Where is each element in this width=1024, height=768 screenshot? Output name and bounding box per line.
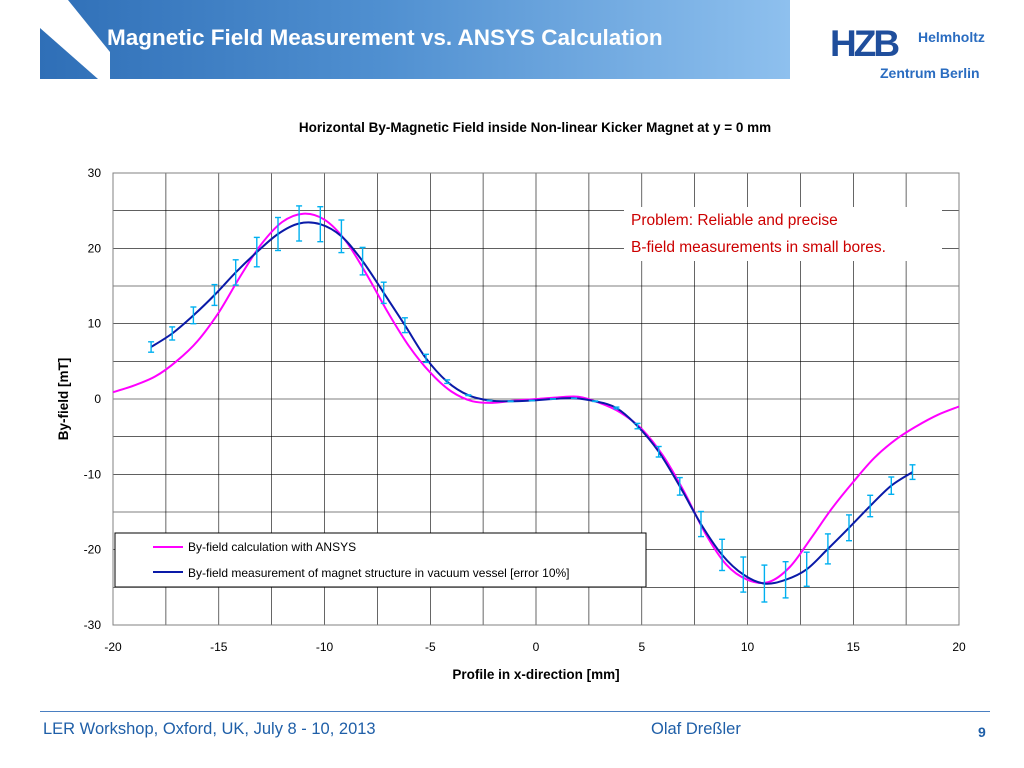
slide-title: Magnetic Field Measurement vs. ANSYS Cal…	[107, 25, 663, 50]
logo-line2: Zentrum Berlin	[880, 65, 980, 81]
error-bar	[211, 283, 218, 307]
error-bar	[655, 445, 662, 458]
x-tick-label: -10	[316, 640, 334, 654]
chart-title: Horizontal By-Magnetic Field inside Non-…	[299, 120, 771, 135]
y-tick-label: -30	[84, 618, 102, 632]
error-bar	[190, 306, 197, 325]
y-tick-label: 0	[94, 392, 101, 406]
x-tick-label: 5	[638, 640, 645, 654]
error-bar	[888, 476, 895, 495]
error-bar	[740, 556, 747, 593]
x-tick-label: -15	[210, 640, 228, 654]
x-tick-label: 0	[533, 640, 540, 654]
error-bar	[444, 379, 451, 385]
x-tick-label: -5	[425, 640, 436, 654]
y-tick-label: -20	[84, 543, 102, 557]
error-bar	[465, 394, 472, 397]
footer-author: Olaf Dreßler	[651, 720, 741, 738]
x-tick-label: 10	[741, 640, 755, 654]
footer-divider	[40, 711, 990, 712]
error-bar	[317, 205, 324, 243]
hzb-logo: HZB Helmholtz Zentrum Berlin	[830, 24, 990, 84]
error-bar	[275, 216, 281, 252]
legend-label-calc: By-field calculation with ANSYS	[188, 540, 356, 554]
error-bar	[824, 533, 831, 565]
y-tick-label: -10	[84, 467, 102, 481]
error-bar	[909, 464, 916, 481]
x-tick-label: 20	[952, 640, 966, 654]
plot-frame	[112, 172, 960, 626]
error-bar	[634, 422, 641, 430]
error-bar	[253, 236, 260, 268]
note-line1: Problem: Reliable and precise	[631, 212, 838, 229]
header-notch	[40, 0, 110, 79]
error-bar	[698, 510, 704, 538]
y-axis-label: By-field [mT]	[56, 358, 71, 441]
series-layer	[112, 205, 960, 603]
error-bar	[423, 353, 429, 364]
legend: By-field calculation with ANSYS By-field…	[114, 532, 647, 588]
error-bar	[296, 205, 303, 242]
error-bar	[359, 246, 366, 276]
note-line2: B-field measurements in small bores.	[631, 239, 886, 256]
error-bar	[338, 219, 345, 254]
error-bar	[592, 400, 599, 403]
logo-line1: Helmholtz	[918, 29, 985, 45]
logo-hzb-text: HZB	[830, 23, 900, 64]
error-bar	[803, 551, 810, 587]
problem-note: Problem: Reliable and precise B-field me…	[624, 207, 942, 261]
error-bar	[401, 317, 408, 334]
y-tick-label: 30	[88, 166, 102, 180]
footer-event: LER Workshop, Oxford, UK, July 8 - 10, 2…	[43, 720, 376, 738]
error-bar	[507, 400, 514, 403]
y-tick-label: 20	[88, 241, 102, 255]
error-bar	[761, 564, 768, 603]
legend-label-meas: By-field measurement of magnet structure…	[188, 566, 570, 580]
header-bar	[40, 0, 790, 79]
error-bar	[867, 494, 874, 518]
y-tick-label: 10	[88, 317, 102, 331]
legend-box	[114, 532, 647, 588]
page-number: 9	[978, 724, 986, 740]
x-tick-label: 15	[847, 640, 861, 654]
error-bar	[148, 341, 155, 353]
x-axis-label: Profile in x-direction [mm]	[452, 667, 619, 682]
error-bar	[380, 281, 387, 305]
series-meas-line	[150, 221, 914, 585]
error-bar	[232, 259, 239, 286]
error-bar	[676, 476, 683, 496]
error-bar	[169, 326, 176, 341]
error-bar	[719, 538, 726, 572]
x-tick-label: -20	[104, 640, 122, 654]
error-bar	[846, 514, 852, 542]
error-bar	[613, 406, 620, 410]
error-bar	[782, 561, 789, 599]
